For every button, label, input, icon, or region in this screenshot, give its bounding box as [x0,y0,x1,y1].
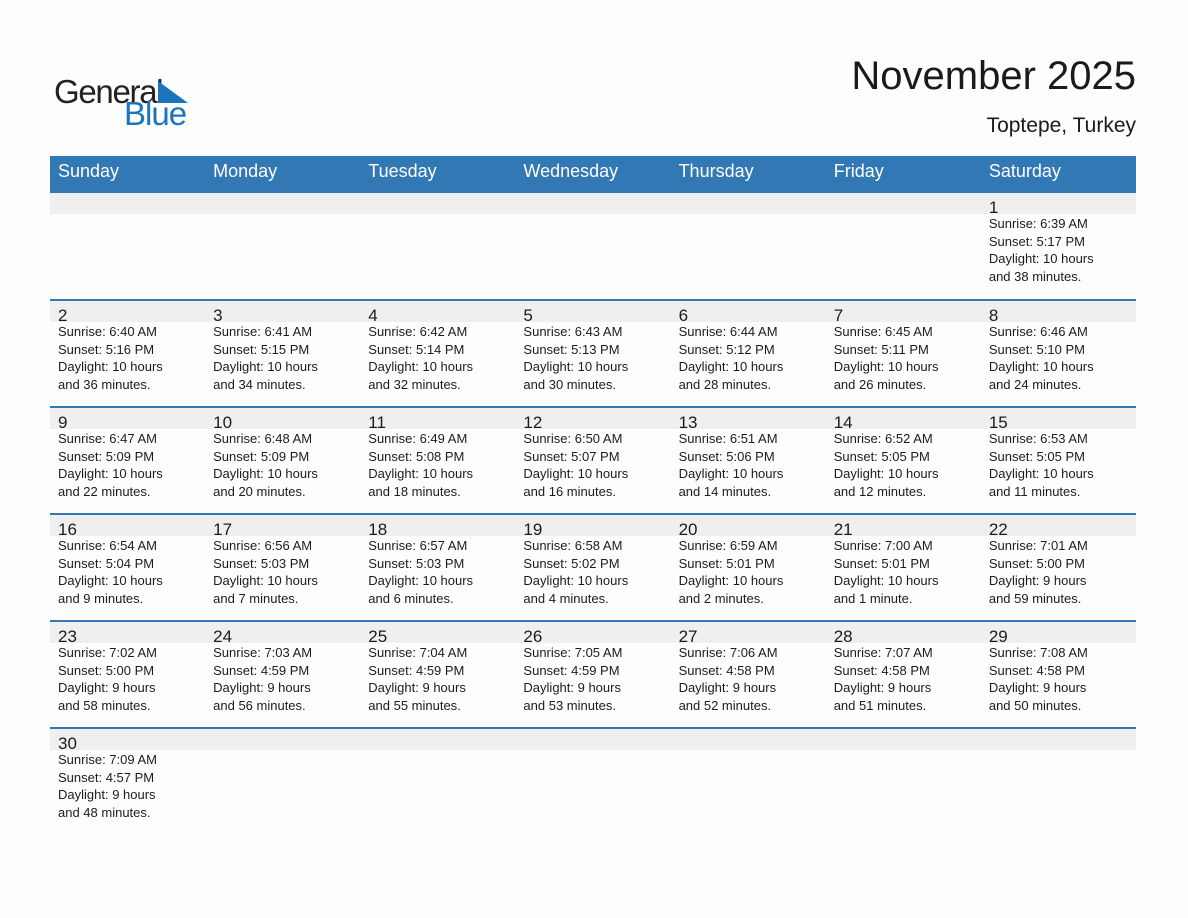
svg-text:Blue: Blue [124,95,186,132]
